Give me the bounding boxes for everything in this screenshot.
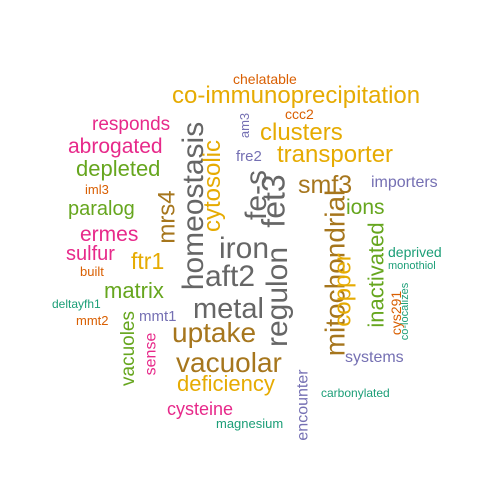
word-cytosolic: cytosolic xyxy=(199,139,227,233)
word-uptake: uptake xyxy=(172,317,257,348)
word-smf3: smf3 xyxy=(298,171,353,199)
word-inactivated: inactivated xyxy=(363,222,389,328)
word-abrogated: abrogated xyxy=(68,135,163,158)
word-encounter: encounter xyxy=(294,369,312,441)
word-responds: responds xyxy=(92,114,171,135)
word-deprived: deprived xyxy=(388,244,442,260)
word-am3: am3 xyxy=(237,112,253,139)
word-ftr1: ftr1 xyxy=(131,248,165,274)
word-ccc2: ccc2 xyxy=(285,106,314,122)
word-aft2: aft2 xyxy=(205,260,256,293)
word-cys291: cys291 xyxy=(388,290,405,336)
word-sulfur: sulfur xyxy=(66,243,115,265)
word-importers: importers xyxy=(371,174,438,191)
word-chelatable: chelatable xyxy=(233,71,297,87)
word-transporter: transporter xyxy=(277,141,394,168)
word-carbonylated: carbonylated xyxy=(321,386,390,400)
word-cysteine: cysteine xyxy=(167,399,234,419)
word-clusters: clusters xyxy=(260,119,343,146)
word-matrix: matrix xyxy=(104,278,164,303)
word-iron: iron xyxy=(219,232,270,265)
word-sense: sense xyxy=(142,332,160,376)
word-ions: ions xyxy=(346,196,385,219)
word-paralog: paralog xyxy=(68,198,135,220)
word-mmt1: mmt1 xyxy=(139,308,177,325)
word-co-immunoprecipitation: co-immunoprecipitation xyxy=(172,82,421,109)
word-monothiol: monothiol xyxy=(388,260,436,272)
word-copper: copper xyxy=(329,253,357,327)
word-mmt2: mmt2 xyxy=(76,313,109,328)
word-vacuolar: vacuolar xyxy=(176,347,282,378)
word-metal: metal xyxy=(193,293,264,325)
word-iml3: iml3 xyxy=(85,182,109,197)
word-fre2: fre2 xyxy=(236,148,262,165)
word-ermes: ermes xyxy=(80,223,139,246)
word-fet3: fet3 xyxy=(255,174,292,228)
word-regulon: regulon xyxy=(261,246,295,348)
word-magnesium: magnesium xyxy=(216,416,284,431)
word-built: built xyxy=(80,264,104,279)
word-systems: systems xyxy=(345,349,404,366)
word-deficiency: deficiency xyxy=(177,371,275,396)
word-depleted: depleted xyxy=(76,156,161,181)
word-mrs4: mrs4 xyxy=(153,190,181,244)
word-vacuoles: vacuoles xyxy=(118,311,139,386)
word-deltayfh1: deltayfh1 xyxy=(52,297,101,311)
